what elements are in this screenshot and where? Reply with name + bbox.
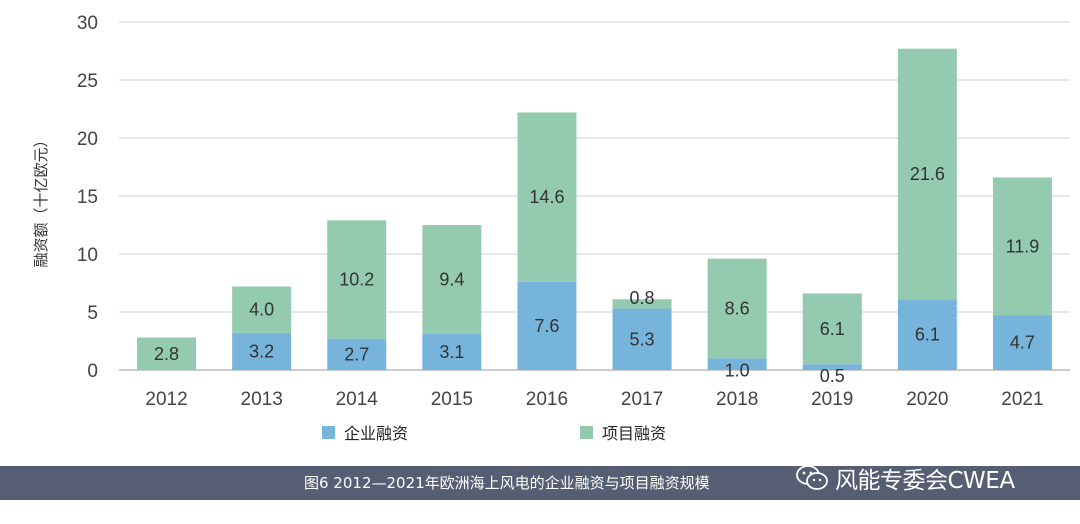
bar-segment-corporate [422, 334, 482, 370]
data-label-corporate: 7.6 [534, 316, 559, 336]
bar-segment-project [137, 337, 197, 370]
data-label-project: 21.6 [910, 164, 945, 184]
y-tick-label: 10 [77, 245, 98, 266]
bar-segment-project [897, 48, 957, 300]
bar-segment-corporate [232, 332, 292, 370]
y-tick-label: 30 [77, 13, 98, 34]
bar-segment-corporate [897, 299, 957, 370]
y-tick-label: 5 [87, 303, 98, 324]
x-tick-label: 2013 [241, 389, 283, 410]
data-label-project: 4.0 [249, 300, 274, 320]
y-axis-title: 融资额（十亿欧元） [32, 132, 50, 267]
bar-segment-project [802, 293, 862, 365]
x-tick-label: 2021 [1001, 389, 1043, 410]
data-label-corporate: 0.5 [820, 366, 845, 386]
data-label-project: 6.1 [820, 319, 845, 339]
x-tick-label: 2017 [621, 389, 663, 410]
x-tick-label: 2020 [906, 389, 948, 410]
x-tick-label: 2015 [431, 389, 473, 410]
chart: 2.8 3.2 4.0 2.7 10.2 3.1 9.4 7.6 14.6 5.3 0.8 1.0 8.… [32, 13, 1070, 443]
data-label-project: 11.9 [1006, 236, 1040, 256]
data-label-project: 2.8 [154, 344, 179, 364]
data-label-project: 10.2 [339, 270, 374, 290]
y-tick-label: 0 [87, 361, 98, 382]
data-label-corporate: 5.3 [630, 329, 655, 349]
x-tick-label: 2018 [716, 389, 758, 410]
x-tick-label: 2016 [526, 389, 568, 410]
y-tick-label: 15 [77, 187, 98, 208]
watermark: 风能专委会CWEA [795, 461, 1015, 495]
bar-segment-project [327, 220, 387, 339]
data-label-corporate: 3.2 [249, 341, 274, 361]
x-tick-label: 2019 [811, 389, 853, 410]
bar-segment-corporate [612, 308, 672, 370]
bar-segment-project [707, 258, 767, 359]
bar-segment-corporate [802, 364, 862, 370]
data-label-project: 0.8 [630, 288, 655, 308]
watermark-text: 风能专委会CWEA [835, 468, 1015, 494]
data-label-corporate: 2.7 [344, 344, 369, 364]
data-label-project: 14.6 [529, 187, 564, 207]
data-label-corporate: 6.1 [915, 325, 940, 345]
y-tick-label: 25 [77, 71, 98, 92]
y-tick-label: 20 [77, 129, 98, 150]
data-label-corporate: 4.7 [1010, 333, 1035, 353]
data-label-corporate: 3.1 [439, 342, 464, 362]
legend-swatch [580, 426, 593, 439]
bar-segment-project [517, 112, 577, 282]
bar-segment-corporate [327, 338, 387, 370]
x-tick-label: 2014 [336, 389, 379, 410]
wechat-icon [796, 465, 828, 490]
bar-segment-corporate [992, 315, 1052, 370]
figure-caption: 图6 2012—2021年欧洲海上风电的企业融资与项目融资规模 [304, 474, 710, 492]
bar-segment-corporate [517, 281, 577, 370]
x-tick-label: 2012 [145, 389, 187, 410]
legend-label: 项目融资 [602, 424, 666, 443]
bar-segment-project [422, 225, 482, 335]
data-label-corporate: 1.0 [725, 360, 750, 380]
bar-segment-corporate [707, 358, 767, 370]
data-label-project: 8.6 [725, 299, 750, 319]
data-label-project: 9.4 [439, 270, 464, 290]
legend-swatch [322, 426, 335, 439]
bar-segment-project [992, 177, 1052, 316]
caption-bar: 图6 2012—2021年欧洲海上风电的企业融资与项目融资规模 [0, 466, 1080, 500]
bar-segment-project [232, 286, 292, 333]
legend-label: 企业融资 [344, 424, 408, 443]
bar-segment-project [612, 299, 672, 309]
